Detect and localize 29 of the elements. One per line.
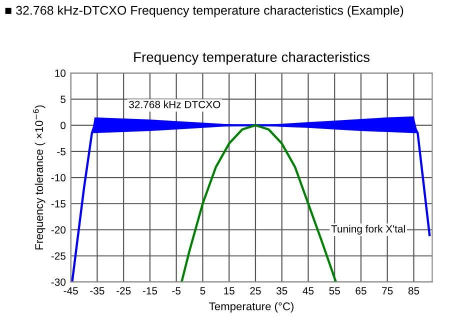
x-tick-label: 55 xyxy=(329,287,340,294)
x-tick-label: 65 xyxy=(356,287,366,294)
x-tick-label: 25 xyxy=(250,287,261,294)
y-tick-label: -20 xyxy=(51,226,66,234)
x-tick-label: 5 xyxy=(200,287,206,294)
y-axis-title: Frequency tolerance ( ×10$^{−6}$) xyxy=(32,105,46,250)
x-tick-label: 45 xyxy=(302,287,314,294)
chart-subtitle: Frequency temperature characteristics xyxy=(134,52,370,65)
series-label: Tuning fork X'tal xyxy=(331,224,405,235)
x-tick-label: 85 xyxy=(408,287,420,294)
x-tick-label: -45 xyxy=(64,287,78,294)
y-tick-label: 0 xyxy=(60,122,66,130)
x-tick-label: -15 xyxy=(142,287,158,294)
x-tick-label: 15 xyxy=(224,287,234,294)
y-tick-label: -15 xyxy=(51,200,66,208)
x-tick-label: -25 xyxy=(116,287,131,294)
y-tick-label: -25 xyxy=(51,252,66,260)
y-tick-label: -10 xyxy=(51,174,66,182)
x-tick-label: -35 xyxy=(90,287,104,294)
y-tick-label: 5 xyxy=(60,96,66,104)
series-label: 32.768 kHz DTCXO xyxy=(129,100,220,108)
y-tick-label: 10 xyxy=(55,70,66,77)
x-tick-label: -5 xyxy=(172,287,181,294)
x-axis-title: Temperature (°C) xyxy=(209,302,294,312)
y-tick-label: -5 xyxy=(57,148,66,156)
x-tick-label: 75 xyxy=(382,287,393,294)
x-tick-label: 35 xyxy=(276,287,288,294)
chart-title: ■ 32.768 kHz-DTCXO Frequency temperature characteristics (Example) xyxy=(5,6,404,18)
y-tick-label: -30 xyxy=(51,278,66,286)
